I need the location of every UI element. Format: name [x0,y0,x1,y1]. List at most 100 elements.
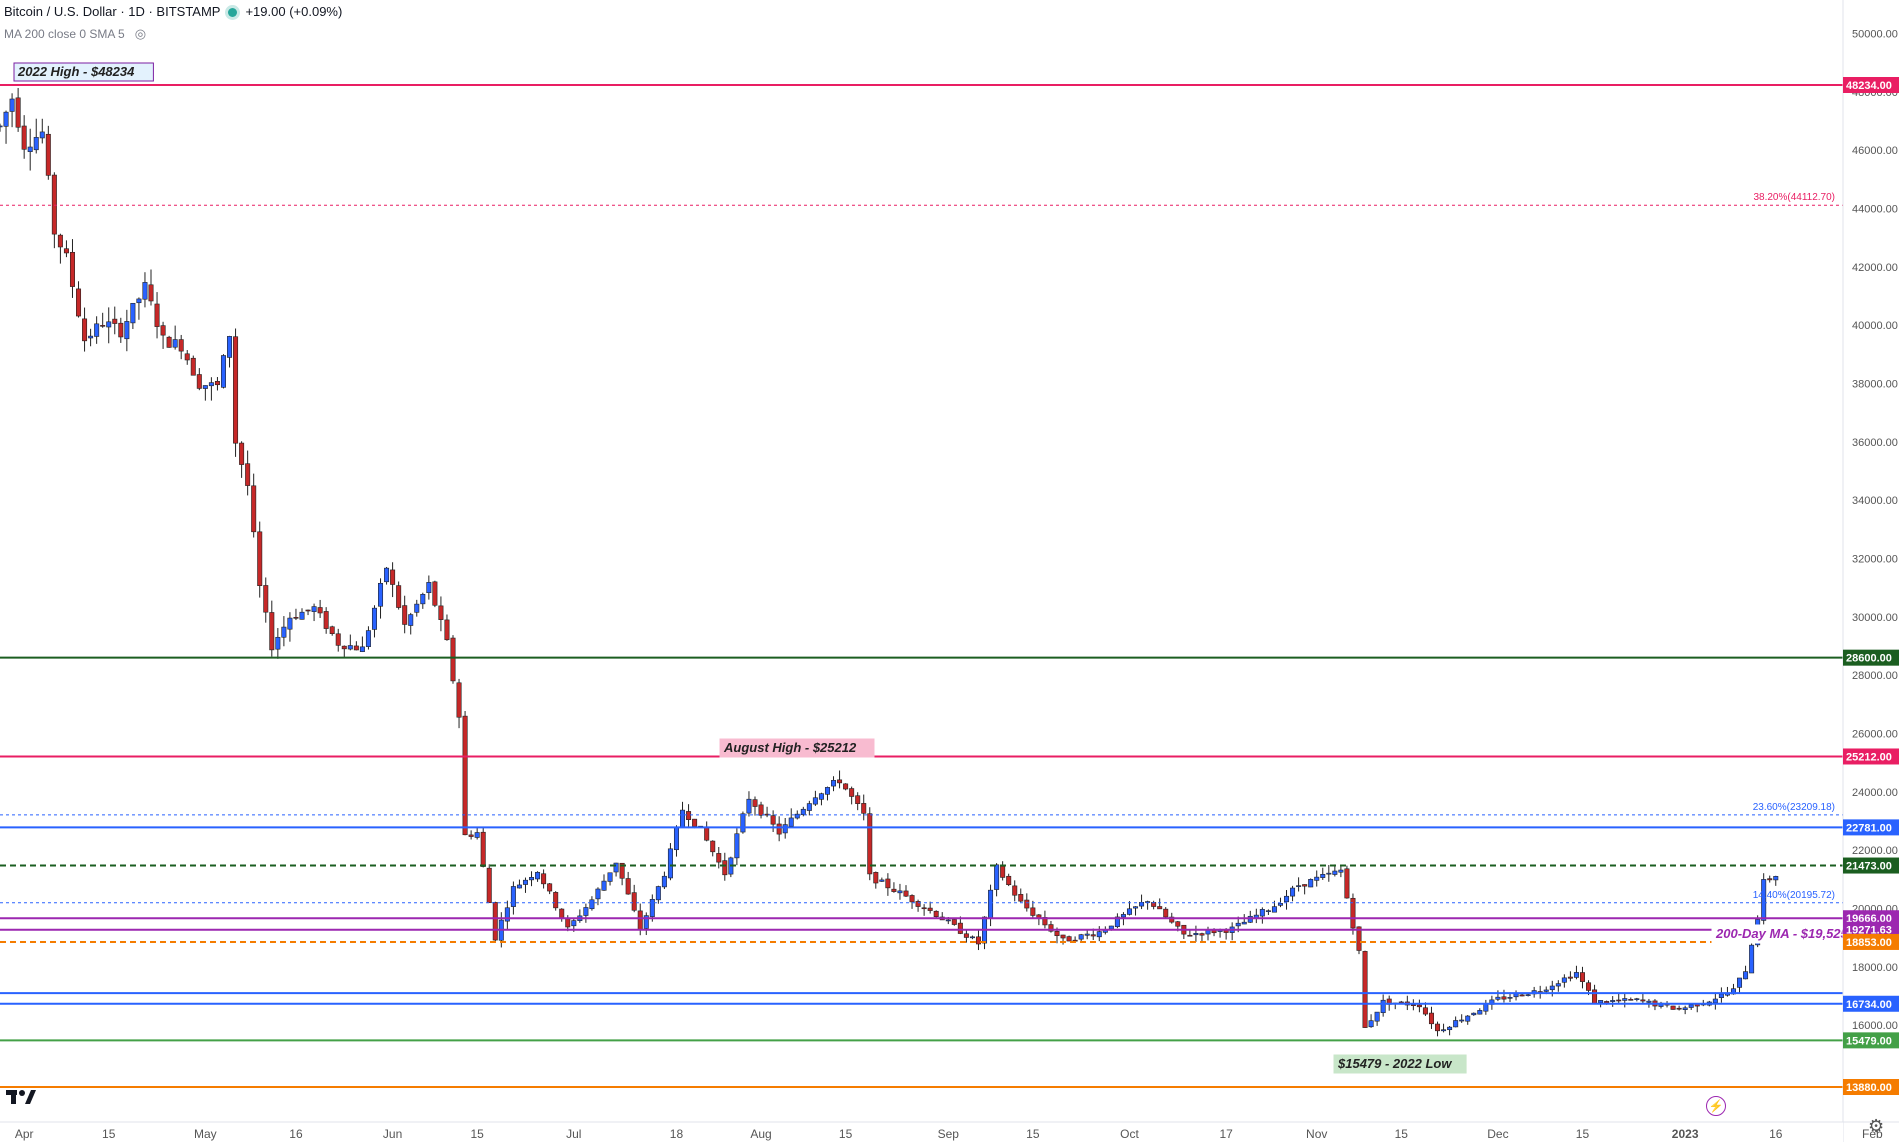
annotation-label[interactable]: 2022 High - $48234 [13,62,154,82]
candle-body [861,803,867,814]
candle-up [474,827,480,840]
candle-body [680,809,686,828]
x-axis[interactable]: Apr 15 May 16 Jun 15 Jul 18 Aug 15 Sep 15 Oct 17 Nov 15… [0,1121,1899,1142]
candle-up [667,843,673,881]
candle-body [1610,1000,1616,1002]
candle-body [51,174,57,235]
annotation-label[interactable]: $15479 - 2022 Low [1333,1054,1467,1074]
candle-down [468,830,474,840]
candle-up [1126,901,1132,916]
candle-up [1259,907,1265,924]
candle-body [239,442,245,465]
candle-down [214,377,220,391]
candle-down [1501,989,1507,1003]
y-axis[interactable]: 50000.0048000.0046000.0044000.0042000.00… [1842,0,1899,1142]
candle-body [9,98,15,112]
candle-body [637,910,643,930]
price-level-tag: 21473.00 [1843,857,1899,874]
indicator-label[interactable]: MA 200 close 0 SMA 5 [4,27,125,41]
candle-up [9,93,15,128]
candle-down [1567,971,1573,982]
candle-down [51,172,57,249]
candle-up [1525,993,1531,997]
candle-body [263,585,269,613]
candle-body [1737,977,1743,988]
candle-down [1767,875,1773,883]
candle-body [82,318,88,342]
candle-body [1549,985,1555,991]
candle-down [462,711,468,836]
annotation-text: $15479 - 2022 Low [1337,1056,1452,1071]
candle-body [1314,876,1320,881]
candle-body [1368,1020,1374,1028]
tradingview-logo-icon[interactable] [6,1086,36,1108]
candle-body [1459,1019,1465,1022]
candle-body [1133,906,1139,909]
candle-body [818,793,824,800]
candle-body [220,355,226,388]
x-tick-label: 15 [1576,1127,1590,1141]
annotation-label[interactable]: 200-Day MA - $19,525 [1711,924,1867,944]
candle-down [867,807,873,881]
candle-down [335,628,341,652]
candle-up [287,612,293,642]
price-change: +19.00 (+0.09%) [245,4,343,19]
candle-down [100,312,106,328]
candle-body [184,353,190,361]
candle-body [420,594,426,605]
annotation-bg [13,62,154,82]
candle-body [341,645,347,650]
candle-body [1628,999,1634,1001]
candle-body [444,619,450,641]
candle-up [378,578,384,619]
candle-down [704,821,710,842]
x-tick-label: May [194,1127,217,1141]
candle-body [1712,998,1718,1004]
candle-up [384,566,390,585]
candle-up [643,912,649,936]
candle-body [293,617,299,619]
price-tag-text: 48234.00 [1846,80,1892,92]
candle-down [21,115,27,159]
candle-body [275,636,281,650]
candle-up [1743,965,1749,980]
x-axis-panel [0,1122,1843,1142]
candle-up [1145,900,1151,910]
annotation-label[interactable]: August High - $25212 [719,738,875,758]
fib-level-label: 23.60%(23209.18) [1753,802,1835,813]
candle-down [559,908,565,922]
candle-up [88,328,94,347]
candle-body [287,617,293,630]
eye-off-icon[interactable]: ◎ [134,26,147,41]
candle-body [812,797,818,805]
candle-up [1096,926,1102,942]
price-tag-text: 19271.63 [1846,925,1892,937]
candle-body [39,131,45,139]
y-tick-label: 44000.00 [1852,203,1898,215]
candle-body [541,873,547,885]
candle-body [873,872,879,884]
candle-body [462,715,468,836]
symbol-title[interactable]: Bitcoin / U.S. Dollar · 1D · BITSTAMP [4,4,221,19]
price-tag-bg [1843,857,1899,874]
price-level-tag: 25212.00 [1843,748,1899,765]
candle-body [504,907,510,922]
candle-body [136,298,142,304]
gear-icon[interactable]: ⚙ [1868,1116,1885,1136]
candle-body [927,907,933,911]
candle-up [220,354,226,389]
candle-up [414,599,420,617]
candle-body [384,567,390,583]
candle-up [529,871,535,887]
candle-body [710,840,716,853]
candle-body [1332,870,1338,875]
candle-body [196,374,202,389]
candle-body [855,795,861,804]
candle-down [1670,1005,1676,1010]
candle-down [1060,934,1066,945]
candle-body [148,284,154,302]
candle-down [257,521,263,598]
lightning-icon[interactable]: ⚡ [1706,1096,1726,1116]
y-tick-label: 40000.00 [1852,320,1898,332]
